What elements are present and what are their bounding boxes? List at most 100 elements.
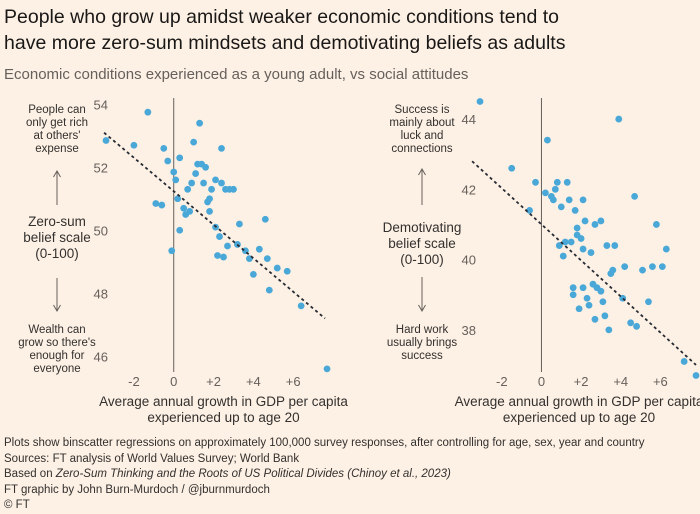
demotivating-data-point [526, 207, 533, 214]
demotivating-y-axis-title-line: Demotivating [383, 220, 462, 235]
demotivating-data-point [573, 224, 581, 232]
demotivating-bottom-label-line: success [401, 350, 443, 362]
demotivating-data-point [680, 358, 688, 365]
demotivating-data-point [627, 319, 635, 327]
demotivating-data-point [692, 372, 700, 379]
demotivating-data-point [565, 196, 573, 204]
zero-sum-data-point [160, 144, 168, 152]
demotivating-data-point [645, 298, 652, 306]
title-line-2: have more zero-sum mindsets and demotiva… [4, 32, 566, 54]
demotivating-data-point [601, 312, 609, 320]
zero-sum-data-point [261, 215, 269, 223]
zero-sum-x-tick-label: -2 [128, 374, 140, 389]
zero-sum-data-point [216, 233, 223, 240]
demotivating-data-point [662, 245, 670, 253]
zero-sum-data-point [265, 286, 273, 294]
zero-sum-trend-line [103, 131, 326, 320]
demotivating-data-point [611, 242, 619, 249]
demotivating-top-label-line: luck and [401, 130, 444, 142]
zero-sum-data-point [176, 154, 184, 162]
zero-sum-x-tick-label: +4 [246, 374, 261, 389]
demotivating-top-label-line: connections [391, 143, 453, 155]
chart-subtitle: Economic conditions experienced as a you… [4, 66, 469, 83]
zero-sum-data-point [200, 179, 207, 187]
zero-sum-data-point [230, 185, 237, 193]
zero-sum-data-point [188, 179, 196, 187]
demotivating-data-point [551, 185, 559, 193]
zero-sum-x-tick-label: +2 [206, 374, 221, 389]
demotivating-y-tick-label: 38 [462, 323, 476, 338]
demotivating-bottom-label-line: Hard work [396, 324, 449, 336]
demotivating-data-point [609, 266, 617, 274]
zero-sum-bottom-label-line: enough for [30, 350, 85, 362]
zero-sum-data-point [212, 176, 219, 184]
demotivating-data-point [542, 189, 549, 197]
zero-sum-top-label-line: only get rich [26, 117, 88, 129]
demotivating-data-point [591, 315, 599, 323]
zero-sum-data-point [190, 138, 198, 146]
demotivating-data-point [587, 249, 595, 256]
zero-sum-data-point [168, 247, 176, 255]
demotivating-x-tick-label: +4 [613, 374, 628, 389]
demotivating-y-axis-title-line: (0-100) [400, 252, 444, 267]
zero-sum-data-point [263, 255, 271, 263]
zero-sum-data-point [220, 253, 227, 261]
demotivating-y-axis-title-line: belief scale [388, 236, 456, 251]
demotivating-data-point [553, 178, 561, 186]
demotivating-arrow-up-icon [418, 168, 426, 176]
demotivating-data-point [597, 287, 605, 295]
demotivating-x-tick-label: -2 [496, 374, 508, 389]
demotivating-data-point [658, 263, 666, 271]
zero-sum-data-point [192, 170, 200, 177]
zero-sum-y-tick-label: 48 [94, 286, 108, 301]
footnote-based-on-prefix: Based on [4, 468, 56, 480]
zero-sum-bottom-label-line: Wealth can [28, 324, 85, 336]
zero-sum-data-point [174, 195, 182, 203]
demotivating-x-axis-title-line: experienced up to age 20 [503, 410, 655, 425]
demotivating-y-tick-label: 44 [462, 112, 476, 127]
demotivating-data-point [633, 322, 640, 330]
demotivating-data-point [508, 164, 516, 172]
demotivating-data-point [597, 217, 605, 225]
demotivating-data-point [559, 252, 567, 260]
demotivating-data-point [599, 298, 607, 306]
zero-sum-data-point [186, 207, 194, 215]
demotivating-x-axis-title-line: Average annual growth in GDP per capita [455, 394, 700, 409]
zero-sum-y-tick-label: 52 [94, 160, 108, 175]
demotivating-data-point [532, 178, 539, 186]
zero-sum-y-tick-label: 50 [94, 223, 108, 238]
zero-sum-data-point [158, 201, 166, 209]
demotivating-top-label-line: mainly about [389, 117, 455, 129]
demotivating-data-point [579, 245, 587, 253]
zero-sum-data-point [164, 157, 172, 165]
demotivating-data-point [577, 235, 585, 242]
zero-sum-arrow-up-icon [53, 170, 61, 178]
demotivating-data-point [653, 221, 660, 228]
demotivating-data-point [583, 294, 591, 302]
zero-sum-y-axis-title-line: Zero-sum [28, 214, 86, 229]
zero-sum-data-point [176, 226, 184, 234]
zero-sum-data-point [273, 264, 281, 272]
demotivating-data-point [557, 203, 565, 211]
zero-sum-data-point [224, 242, 231, 250]
zero-sum-data-point [152, 200, 160, 207]
zero-sum-data-point [323, 365, 331, 373]
demotivating-data-point [567, 238, 575, 246]
demotivating-data-point [555, 242, 563, 249]
demotivating-arrow-down-icon [418, 304, 426, 312]
demotivating-data-point [591, 221, 599, 228]
demotivating-data-point [605, 326, 613, 334]
zero-sum-y-tick-label: 54 [94, 97, 108, 112]
zero-sum-top-label-line: expense [35, 143, 78, 155]
demotivating-data-point [569, 284, 577, 292]
demotivating-data-point [544, 136, 551, 144]
demotivating-data-point [649, 263, 656, 271]
demotivating-data-point [631, 192, 638, 200]
zero-sum-data-point [218, 144, 225, 152]
zero-sum-data-point [144, 108, 152, 116]
demotivating-y-tick-label: 42 [462, 182, 476, 197]
demotivating-data-point [579, 284, 587, 292]
footnote-method: Plots show binscatter regressions on app… [4, 437, 645, 449]
demotivating-data-point [563, 178, 571, 186]
zero-sum-data-point [218, 179, 225, 187]
